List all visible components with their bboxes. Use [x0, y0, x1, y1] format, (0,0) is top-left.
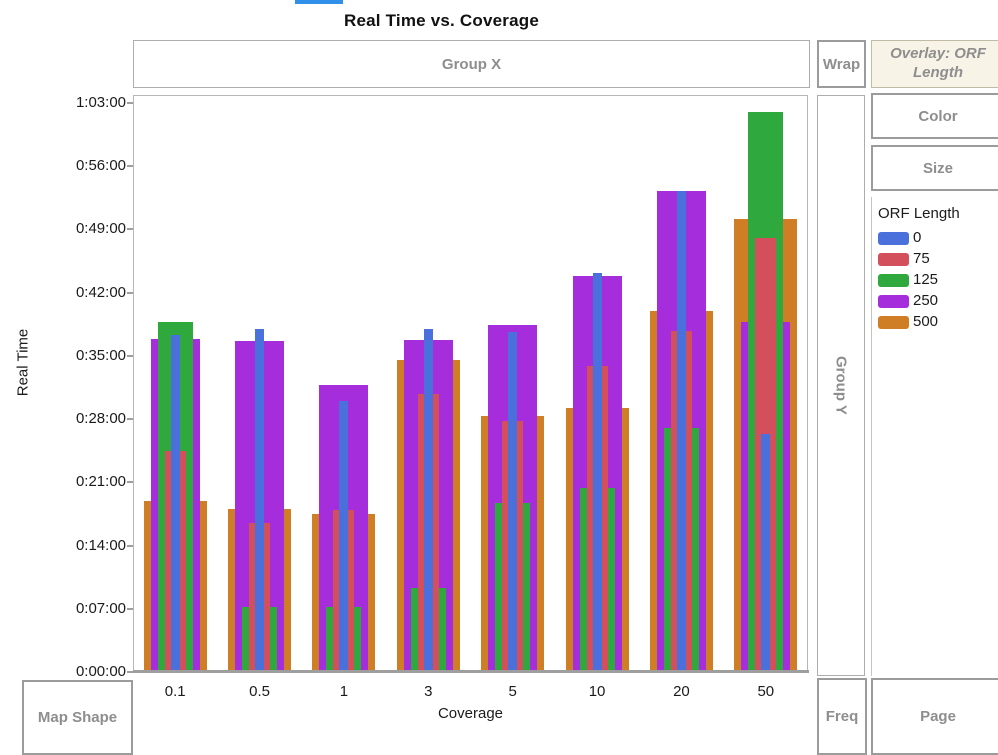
drop-zone-overlay[interactable]: Overlay: ORF Length [871, 40, 998, 88]
y-tick-mark [127, 354, 133, 357]
drop-zone-group-y-label: Group Y [832, 356, 850, 415]
drop-zone-size[interactable]: Size [871, 145, 998, 191]
drop-zone-page-label: Page [920, 708, 956, 725]
bar-orf0-cov0.5[interactable] [255, 328, 265, 672]
drop-zone-wrap-label: Wrap [822, 55, 861, 73]
legend-label: 250 [913, 292, 939, 309]
bar-orf0-cov3[interactable] [423, 328, 433, 672]
y-tick-label: 0:00:00 [75, 663, 126, 680]
bar-orf0-cov0.1[interactable] [170, 335, 180, 672]
legend-item-125[interactable]: 125 [878, 271, 998, 288]
legend-label: 0 [913, 229, 922, 246]
drop-zone-group-x-label: Group X [441, 55, 502, 73]
drop-zone-wrap[interactable]: Wrap [817, 40, 866, 88]
drop-zone-color-label: Color [918, 107, 958, 125]
y-tick-mark [127, 102, 133, 104]
drop-zone-group-x[interactable]: Group X [133, 40, 810, 88]
y-tick-label: 0:28:00 [75, 410, 126, 428]
legend-item-75[interactable]: 75 [878, 250, 998, 267]
drop-zone-page[interactable]: Page [871, 678, 998, 755]
y-axis-title: Real Time [14, 328, 32, 397]
y-tick-label: 1:03:00 [75, 94, 126, 111]
y-tick-mark [127, 481, 133, 484]
y-tick-label: 0:56:00 [75, 157, 126, 175]
legend-divider [871, 197, 872, 676]
drop-zone-overlay-label: Overlay: ORF Length [890, 45, 986, 81]
y-tick-mark [127, 228, 133, 231]
x-tick-label: 3 [424, 683, 433, 700]
y-tick-label: 0:21:00 [75, 473, 126, 491]
drop-zone-freq[interactable]: Freq [817, 678, 867, 755]
bar-orf0-cov5[interactable] [508, 331, 518, 672]
legend-swatch-500[interactable] [878, 315, 909, 329]
y-tick-label: 0:14:00 [75, 536, 126, 554]
x-tick-label: 50 [757, 683, 775, 700]
legend: ORF Length 0 75 125 250 500 [878, 205, 998, 336]
x-axis-title: Coverage [437, 705, 504, 722]
x-tick-label: 20 [673, 683, 690, 700]
bar-orf0-cov10[interactable] [592, 272, 602, 672]
x-tick-label: 0.5 [249, 683, 270, 700]
legend-item-500[interactable]: 500 [878, 313, 998, 330]
y-tick-label: 0:07:00 [75, 599, 126, 617]
legend-item-250[interactable]: 250 [878, 292, 998, 309]
y-tick-mark [127, 607, 133, 610]
drop-zone-color[interactable]: Color [871, 93, 998, 139]
x-tick-label: 1 [339, 683, 349, 700]
x-tick-label: 5 [508, 683, 517, 700]
legend-swatch-0[interactable] [878, 231, 909, 245]
legend-swatch-250[interactable] [878, 294, 909, 308]
chart-title: Real Time vs. Coverage [344, 11, 539, 30]
legend-label: 125 [913, 271, 939, 288]
y-tick-mark [127, 291, 133, 294]
drop-zone-size-label: Size [922, 159, 953, 177]
active-tab-indicator [295, 0, 343, 4]
drop-zone-freq-label: Freq [825, 708, 859, 725]
x-tick-label: 10 [588, 683, 606, 700]
y-tick-label: 0:49:00 [75, 220, 126, 238]
y-tick-mark [127, 544, 133, 547]
bars-layer [133, 95, 808, 672]
bar-orf0-cov20[interactable] [676, 190, 686, 672]
legend-label: 500 [913, 313, 939, 330]
y-tick-label: 0:42:00 [75, 283, 126, 301]
drop-zone-map-shape-label: Map Shape [37, 709, 118, 726]
y-tick-mark [127, 165, 133, 168]
bar-orf0-cov50[interactable] [761, 434, 771, 672]
y-tick-mark [127, 418, 133, 421]
legend-label: 75 [913, 250, 930, 267]
legend-swatch-125[interactable] [878, 273, 909, 287]
legend-title: ORF Length [878, 205, 960, 222]
x-axis-line [133, 670, 809, 673]
drop-zone-map-shape[interactable]: Map Shape [22, 680, 133, 755]
y-tick-label: 0:35:00 [75, 346, 126, 364]
x-tick-label: 0.1 [164, 683, 186, 700]
drop-zone-group-y[interactable]: Group Y [817, 95, 865, 676]
legend-swatch-75[interactable] [878, 252, 909, 266]
legend-item-0[interactable]: 0 [878, 229, 998, 246]
bar-orf0-cov1[interactable] [339, 401, 349, 672]
y-tick-mark [127, 671, 133, 673]
